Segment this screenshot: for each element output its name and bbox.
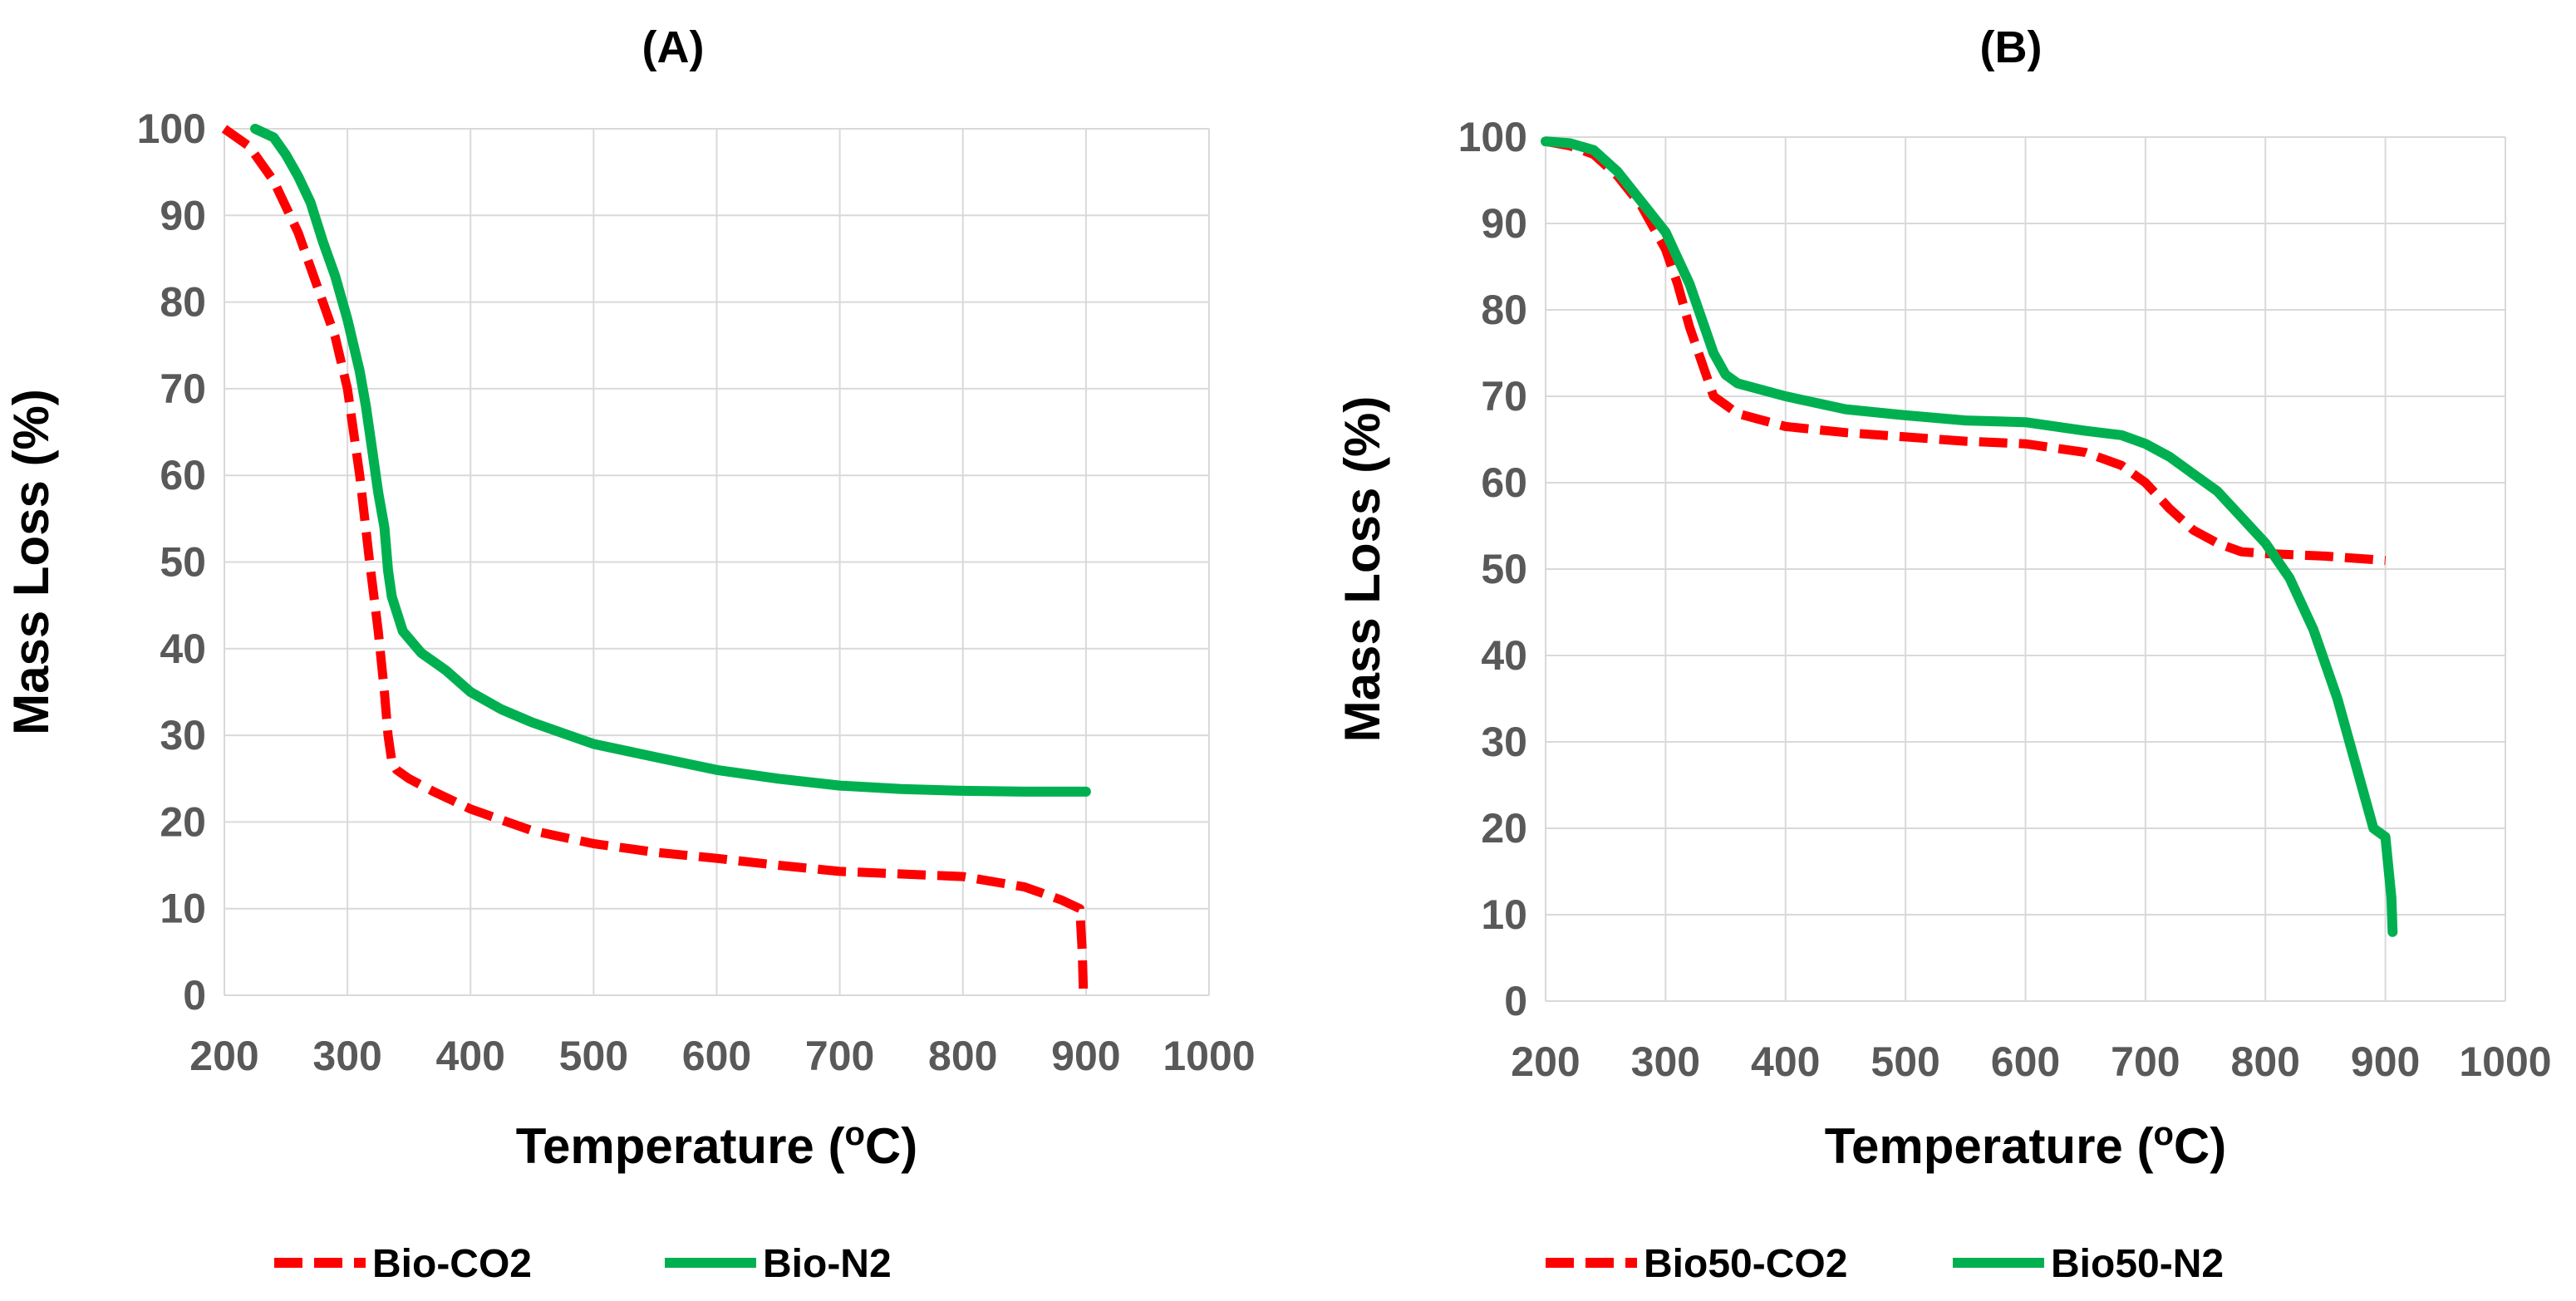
x-tick-label: 500 [559, 1033, 628, 1079]
y-tick-label: 80 [1481, 287, 1527, 333]
x-axis-label: Temperature (oC) [1825, 1116, 2226, 1174]
x-tick-label: 300 [312, 1033, 381, 1079]
x-axis-label: Temperature (oC) [516, 1116, 917, 1174]
legend-label-bio50-n2: Bio50-N2 [2051, 1242, 2224, 1286]
chart-b: (B) 0 10 20 30 40 50 60 70 80 90 100 200 300 400 500 600… [1335, 22, 2552, 1286]
y-tick-label: 50 [1481, 546, 1527, 592]
y-tick-label: 40 [1481, 632, 1527, 679]
y-tick-label: 100 [137, 106, 206, 152]
y-tick-label: 0 [183, 972, 206, 1019]
x-tick-label: 600 [682, 1033, 751, 1079]
y-tick-label: 10 [160, 886, 206, 932]
y-tick-label: 50 [160, 539, 206, 586]
y-tick-label: 60 [1481, 459, 1527, 506]
x-tick-label: 300 [1631, 1038, 1700, 1085]
y-axis-label: Mass Loss (%) [1335, 396, 1390, 743]
y-tick-label: 80 [160, 279, 206, 326]
x-tick-label: 500 [1871, 1038, 1939, 1085]
y-tick-label: 10 [1481, 891, 1527, 938]
y-tick-label: 60 [160, 452, 206, 498]
x-tick-label: 800 [928, 1033, 997, 1079]
y-tick-label: 70 [160, 366, 206, 412]
x-tick-label: 800 [2231, 1038, 2300, 1085]
y-tick-label: 90 [1481, 200, 1527, 247]
series-line-bio50-co2 [1545, 136, 2386, 566]
x-tick-label: 1000 [1163, 1033, 1255, 1079]
x-tick-label: 400 [436, 1033, 505, 1079]
y-tick-label: 30 [1481, 719, 1527, 765]
y-axis-label: Mass Loss (%) [3, 389, 59, 735]
x-tick-label: 700 [805, 1033, 874, 1079]
y-tick-label: 40 [160, 626, 206, 672]
series-line-bio50-n2 [1541, 136, 2398, 937]
x-tick-label: 900 [2351, 1038, 2420, 1085]
series-line-bio-n2 [250, 124, 1091, 797]
y-tick-label: 20 [1481, 805, 1527, 852]
chart-a: (A) 0 10 20 30 40 50 60 70 80 90 100 200 300 400 500 600… [3, 22, 1256, 1286]
legend-label-bio-co2: Bio-CO2 [372, 1242, 532, 1286]
x-tick-label: 600 [1991, 1038, 2060, 1085]
x-tick-label: 200 [1511, 1038, 1580, 1085]
y-tick-label: 90 [160, 192, 206, 238]
y-tick-label: 70 [1481, 373, 1527, 420]
chart-title: (A) [642, 22, 705, 72]
x-tick-label: 400 [1751, 1038, 1820, 1085]
x-tick-label: 900 [1051, 1033, 1120, 1079]
y-tick-label: 30 [160, 712, 206, 759]
x-tick-label: 1000 [2459, 1038, 2551, 1085]
legend-label-bio-n2: Bio-N2 [763, 1242, 892, 1286]
y-tick-label: 20 [160, 798, 206, 845]
x-tick-label: 700 [2111, 1038, 2180, 1085]
y-tick-label: 0 [1504, 978, 1527, 1024]
x-tick-label: 200 [189, 1033, 258, 1079]
chart-title: (B) [1980, 22, 2043, 72]
legend-label-bio50-co2: Bio50-CO2 [1644, 1242, 1847, 1286]
y-tick-label: 100 [1458, 114, 1527, 160]
